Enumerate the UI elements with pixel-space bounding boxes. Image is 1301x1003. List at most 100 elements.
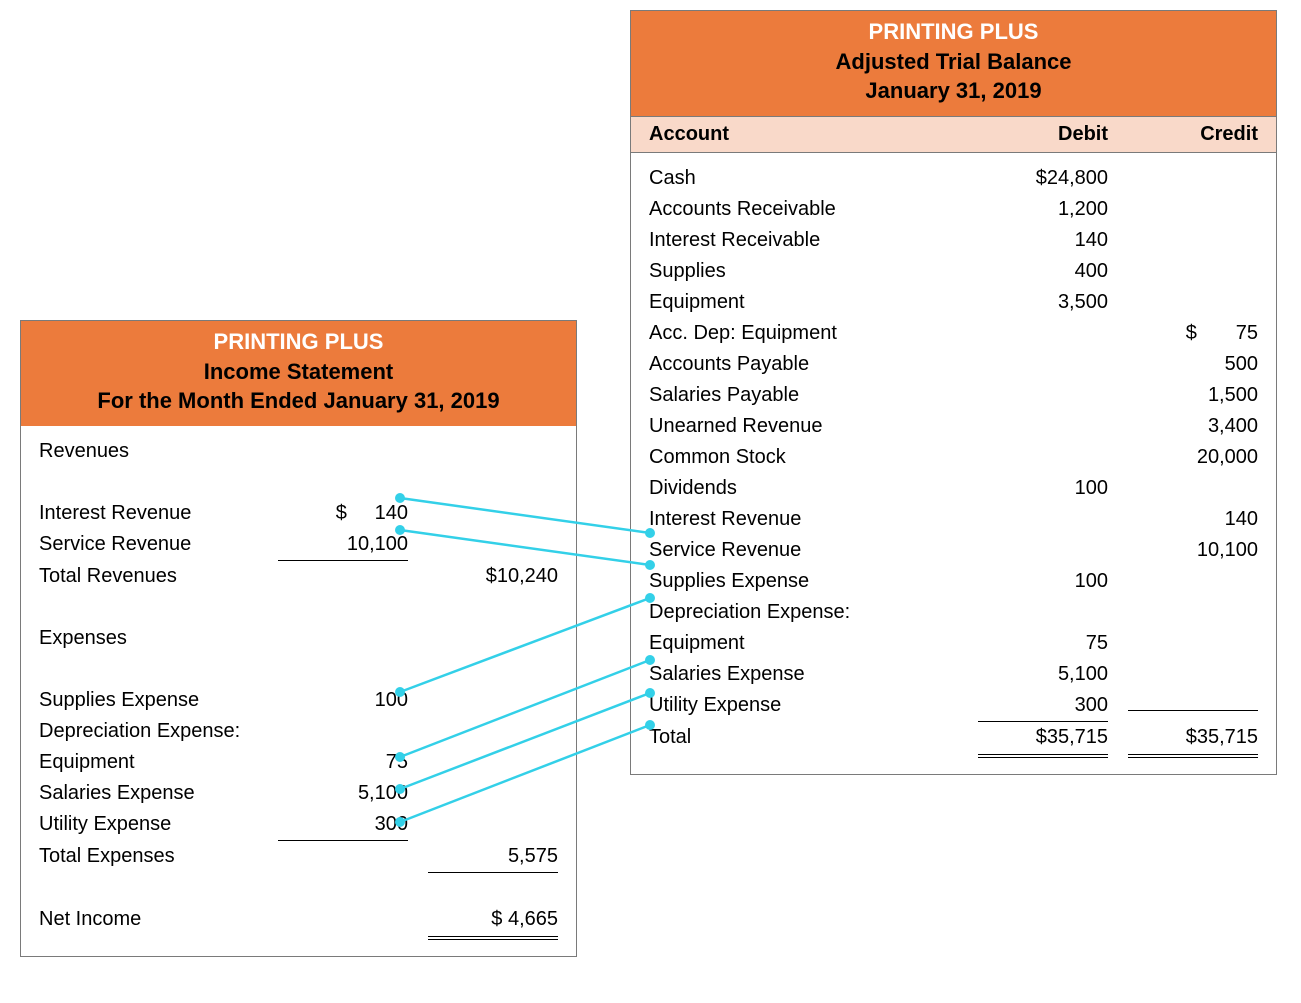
trial-balance-panel: PRINTING PLUS Adjusted Trial Balance Jan… <box>630 10 1277 775</box>
trial-row: Dividends100 <box>649 473 1258 504</box>
line-label: Depreciation Expense: <box>39 716 278 747</box>
line-label: Net Income <box>39 904 278 935</box>
trial-row: Unearned Revenue3,400 <box>649 411 1258 442</box>
account-label: Supplies Expense <box>649 566 978 597</box>
debit-amount: 300 <box>978 690 1108 722</box>
trial-column-headers: Account Debit Credit <box>631 116 1276 153</box>
trial-company: PRINTING PLUS <box>641 17 1266 47</box>
account-label: Interest Revenue <box>649 504 978 535</box>
credit-amount: 140 <box>1128 504 1258 535</box>
credit-amount: 10,100 <box>1128 535 1258 566</box>
spacer <box>39 654 558 685</box>
net-income-amount: $ 4,665 <box>428 904 558 940</box>
account-label: Accounts Payable <box>649 349 978 380</box>
total-revenues-row: Total Revenues $10,240 <box>39 561 558 592</box>
spacer <box>39 467 558 498</box>
income-body: Revenues Interest Revenue $ 140 Service … <box>21 426 576 956</box>
line-amount: 75 <box>278 747 408 778</box>
account-label: Equipment <box>649 287 978 318</box>
total-revenues-amount: $10,240 <box>428 561 558 592</box>
trial-row: Cash$24,800 <box>649 163 1258 194</box>
line-amount: 100 <box>278 685 408 716</box>
income-statement-panel: PRINTING PLUS Income Statement For the M… <box>20 320 577 957</box>
line-label: Salaries Expense <box>39 778 278 809</box>
trial-row: Salaries Expense5,100 <box>649 659 1258 690</box>
debit-amount: 5,100 <box>978 659 1108 690</box>
trial-total-row: Total$35,715$35,715 <box>649 722 1258 758</box>
debit-amount: 140 <box>978 225 1108 256</box>
expense-row: Depreciation Expense: <box>39 716 558 747</box>
income-company: PRINTING PLUS <box>31 327 566 357</box>
account-label: Depreciation Expense: <box>649 597 978 628</box>
trial-row: Supplies400 <box>649 256 1258 287</box>
net-income-row: Net Income $ 4,665 <box>39 904 558 940</box>
line-label: Interest Revenue <box>39 498 278 529</box>
total-expenses-row: Total Expenses 5,575 <box>39 841 558 873</box>
credit-amount <box>1128 710 1258 711</box>
line-amount: 10,100 <box>278 529 408 561</box>
revenues-heading: Revenues <box>39 436 558 467</box>
expenses-heading: Expenses <box>39 623 558 654</box>
trial-row: Accounts Receivable1,200 <box>649 194 1258 225</box>
debit-amount: 1,200 <box>978 194 1108 225</box>
debit-amount: 100 <box>978 566 1108 597</box>
line-label: Equipment <box>39 747 278 778</box>
section-label: Expenses <box>39 623 278 654</box>
trial-row: Supplies Expense100 <box>649 566 1258 597</box>
col-debit: Debit <box>978 123 1108 146</box>
trial-row: Interest Revenue 140 <box>649 504 1258 535</box>
line-label: Total Revenues <box>39 561 278 592</box>
account-label: Equipment <box>649 628 978 659</box>
account-label: Common Stock <box>649 442 978 473</box>
expense-row: Supplies Expense 100 <box>39 685 558 716</box>
income-subtitle: For the Month Ended January 31, 2019 <box>31 386 566 416</box>
line-label: Total Expenses <box>39 841 278 872</box>
credit-amount: 1,500 <box>1128 380 1258 411</box>
trial-subtitle: January 31, 2019 <box>641 76 1266 106</box>
line-amount: 300 <box>278 809 408 841</box>
expense-row: Salaries Expense 5,100 <box>39 778 558 809</box>
account-label: Dividends <box>649 473 978 504</box>
total-label: Total <box>649 722 978 753</box>
line-label: Supplies Expense <box>39 685 278 716</box>
col-account: Account <box>649 123 978 146</box>
trial-body: Cash$24,800Accounts Receivable1,200Inter… <box>631 153 1276 774</box>
debit-amount: 75 <box>978 628 1108 659</box>
debit-amount: 400 <box>978 256 1108 287</box>
trial-header: PRINTING PLUS Adjusted Trial Balance Jan… <box>631 11 1276 116</box>
account-label: Service Revenue <box>649 535 978 566</box>
account-label: Supplies <box>649 256 978 287</box>
trial-row: Depreciation Expense: <box>649 597 1258 628</box>
income-title: Income Statement <box>31 357 566 387</box>
trial-title: Adjusted Trial Balance <box>641 47 1266 77</box>
revenue-row: Service Revenue 10,100 <box>39 529 558 561</box>
credit-amount: $ 75 <box>1128 318 1258 349</box>
account-label: Salaries Expense <box>649 659 978 690</box>
line-amount: $ 140 <box>278 498 408 529</box>
total-expenses-amount: 5,575 <box>428 841 558 873</box>
trial-row: Interest Receivable140 <box>649 225 1258 256</box>
trial-row: Acc. Dep: Equipment$ 75 <box>649 318 1258 349</box>
col-credit: Credit <box>1128 123 1258 146</box>
total-debit: $35,715 <box>978 722 1108 758</box>
account-label: Utility Expense <box>649 690 978 721</box>
spacer <box>39 873 558 904</box>
account-label: Interest Receivable <box>649 225 978 256</box>
account-label: Accounts Receivable <box>649 194 978 225</box>
debit-amount: 100 <box>978 473 1108 504</box>
trial-row: Common Stock20,000 <box>649 442 1258 473</box>
trial-row: Salaries Payable 1,500 <box>649 380 1258 411</box>
line-label: Service Revenue <box>39 529 278 560</box>
expense-row: Equipment 75 <box>39 747 558 778</box>
account-label: Cash <box>649 163 978 194</box>
section-label: Revenues <box>39 436 278 467</box>
income-header: PRINTING PLUS Income Statement For the M… <box>21 321 576 426</box>
account-label: Salaries Payable <box>649 380 978 411</box>
credit-amount: 3,400 <box>1128 411 1258 442</box>
debit-amount: $24,800 <box>978 163 1108 194</box>
trial-row: Accounts Payable500 <box>649 349 1258 380</box>
trial-row: Equipment3,500 <box>649 287 1258 318</box>
line-label: Utility Expense <box>39 809 278 840</box>
trial-row: Utility Expense300 <box>649 690 1258 722</box>
line-amount: 5,100 <box>278 778 408 809</box>
